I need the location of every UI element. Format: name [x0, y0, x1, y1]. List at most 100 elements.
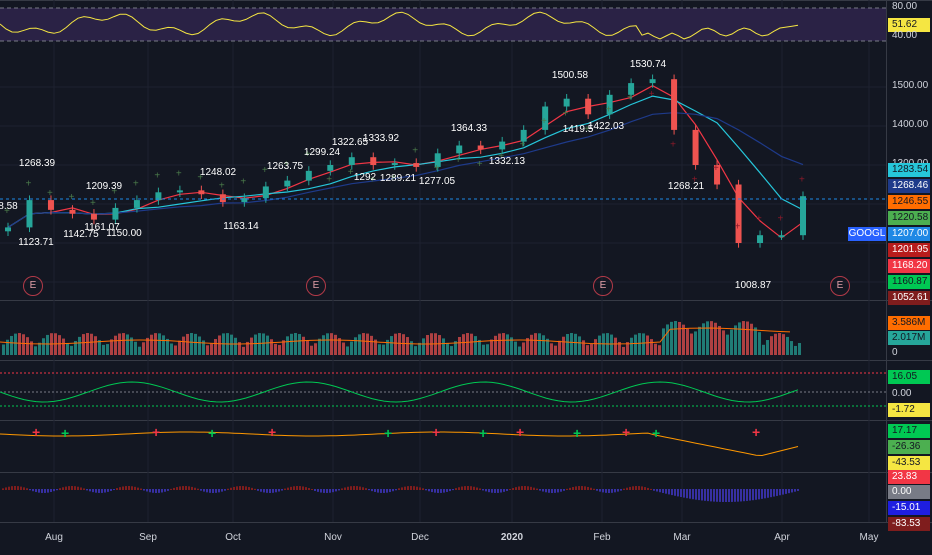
- volume-bar: [458, 336, 461, 355]
- volume-bar: [706, 321, 709, 355]
- osc3-histogram-bar: [491, 489, 493, 493]
- volume-bar: [566, 334, 569, 355]
- osc3-histogram-bar: [692, 489, 694, 500]
- osc3-histogram-bar: [104, 489, 106, 493]
- symbol-badge[interactable]: GOOGL: [848, 227, 886, 241]
- osc3-histogram-bar: [14, 486, 16, 490]
- osc3-histogram-bar: [464, 486, 466, 490]
- price-level-tag: 1220.58: [888, 211, 930, 225]
- osc3-histogram-bar: [20, 486, 22, 490]
- osc3-histogram-bar: [149, 489, 151, 493]
- osc3-histogram-bar: [605, 489, 607, 493]
- volume-bar: [14, 333, 17, 355]
- earnings-marker-4[interactable]: E: [830, 276, 850, 296]
- osc3-histogram-bar: [416, 486, 418, 490]
- volume-bar: [502, 333, 505, 355]
- osc3-histogram-bar: [782, 489, 784, 495]
- candle-body: [348, 157, 355, 165]
- price-level-tag: 1246.55: [888, 195, 930, 209]
- volume-bar: [370, 335, 373, 355]
- volume-bar: [390, 336, 393, 355]
- volume-bar: [310, 345, 313, 355]
- volume-bar: [234, 337, 237, 355]
- osc3-histogram-bar: [431, 489, 433, 493]
- osc3-histogram-bar: [50, 489, 52, 492]
- osc3-histogram-bar: [119, 487, 121, 490]
- volume-bar: [734, 325, 737, 355]
- volume-bar: [326, 333, 329, 355]
- price-annotation: 1268.21: [667, 181, 705, 192]
- osc3-histogram-bar: [320, 489, 322, 493]
- price-level-tag: 1052.61: [888, 291, 930, 305]
- osc3-histogram-bar: [275, 489, 277, 493]
- candle-body: [112, 207, 119, 220]
- osc3-histogram-bar: [146, 489, 148, 492]
- osc3-histogram-bar: [650, 488, 652, 490]
- volume-bar: [278, 345, 281, 355]
- trail-marker: +: [4, 206, 10, 217]
- osc3-histogram-bar: [374, 489, 376, 492]
- osc3-histogram-bar: [638, 486, 640, 490]
- volume-tag-1: 3.586M: [888, 316, 930, 330]
- price-level-tag: 1160.87: [888, 275, 930, 289]
- price-annotation: 1150.00: [106, 228, 142, 239]
- osc3-histogram-bar: [584, 486, 586, 490]
- osc3-histogram-bar: [224, 489, 226, 491]
- trail-marker: +: [305, 149, 311, 160]
- volume-bar: [130, 337, 133, 355]
- osc3-histogram-bar: [719, 489, 721, 502]
- price-annotation: 1123.71: [18, 237, 54, 248]
- osc3-histogram-bar: [56, 489, 58, 491]
- volume-bar: [338, 338, 341, 355]
- osc3-histogram-bar: [620, 489, 622, 491]
- volume-bar: [194, 333, 197, 355]
- rsi-value-tag: 51.62: [888, 18, 930, 32]
- osc3-histogram-bar: [662, 489, 664, 493]
- price-annotation: 1161.07: [84, 222, 120, 233]
- osc3-histogram-bar: [338, 489, 340, 491]
- candle-body: [714, 165, 721, 185]
- osc3-histogram-bar: [206, 489, 208, 493]
- osc3-histogram-bar: [419, 487, 421, 490]
- osc3-histogram-bar: [32, 489, 34, 492]
- price-annotation: 1277.05: [418, 176, 456, 187]
- volume-bar: [570, 333, 573, 355]
- volume-bar: [126, 334, 129, 355]
- month-label-mar: Mar: [673, 532, 691, 543]
- candle-body: [219, 194, 226, 203]
- volume-bar: [266, 335, 269, 355]
- osc3-histogram-bar: [788, 489, 790, 494]
- earnings-marker-2[interactable]: E: [306, 276, 326, 296]
- osc3-histogram-bar: [101, 489, 103, 493]
- earnings-marker-1[interactable]: E: [23, 276, 43, 296]
- trail-marker: +: [778, 214, 784, 225]
- osc3-tag-3: -83.53: [888, 517, 930, 531]
- osc3-histogram-bar: [362, 487, 364, 490]
- volume-bar: [578, 336, 581, 355]
- volume-bar: [466, 333, 469, 355]
- osc3-histogram-bar: [713, 489, 715, 502]
- moving-average-line: [7, 95, 804, 228]
- candle-body: [735, 184, 742, 243]
- volume-bar: [686, 328, 689, 355]
- volume-bar: [558, 340, 561, 355]
- volume-bar: [630, 337, 633, 355]
- osc3-histogram-bar: [515, 487, 517, 490]
- osc3-histogram-bar: [371, 489, 373, 492]
- candle-body: [241, 198, 248, 203]
- osc3-histogram-bar: [143, 489, 145, 491]
- volume-bar: [166, 338, 169, 355]
- osc3-histogram-bar: [599, 489, 601, 492]
- osc3-histogram-bar: [95, 489, 97, 493]
- volume-bar: [550, 343, 553, 355]
- candle-body: [198, 190, 205, 195]
- volume-bar: [66, 343, 69, 355]
- osc3-histogram-bar: [521, 486, 523, 490]
- osc3-histogram-bar: [263, 489, 265, 493]
- candle-body: [5, 227, 11, 232]
- osc2-cross-marker: +: [268, 424, 276, 440]
- osc3-histogram-bar: [569, 487, 571, 490]
- earnings-marker-3[interactable]: E: [593, 276, 613, 296]
